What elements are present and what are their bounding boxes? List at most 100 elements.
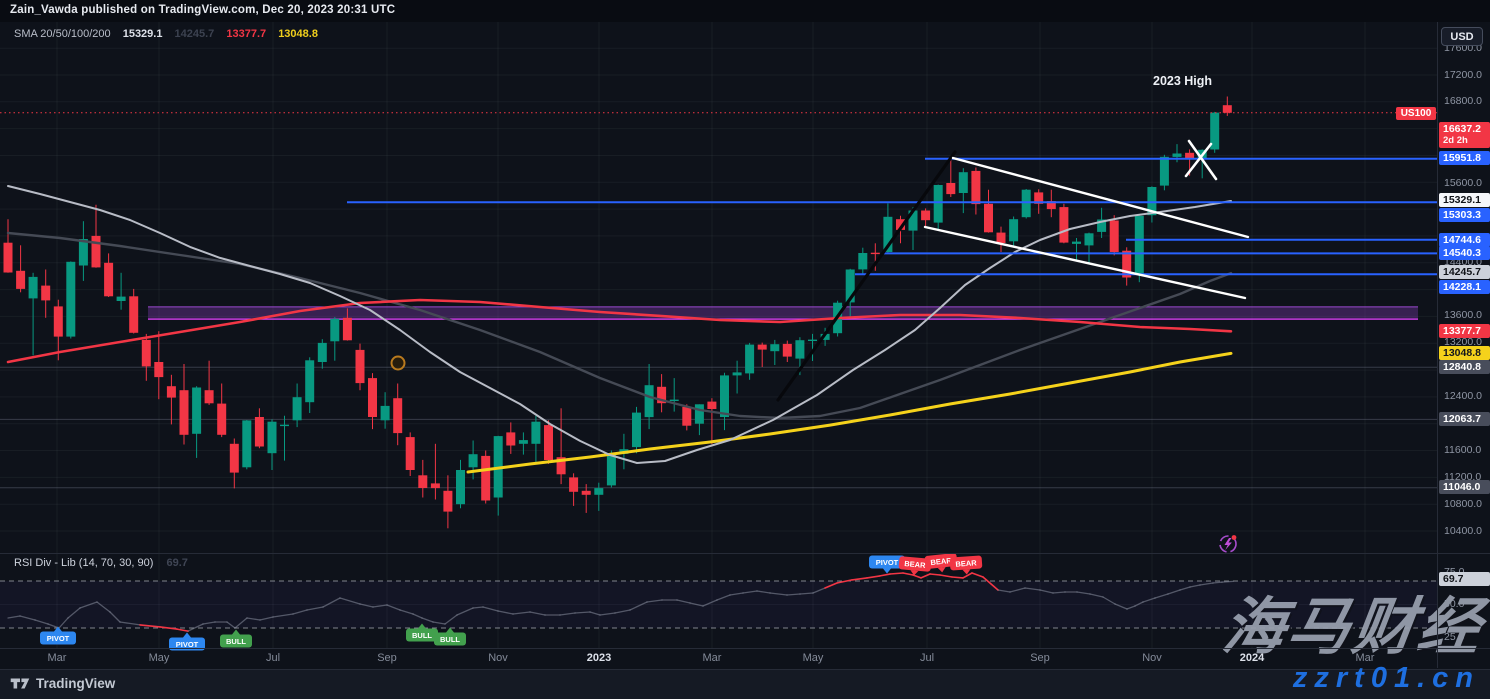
price-axis[interactable]: 17600.0 17200.0 16800.0 15600.0 14400.0 13600… bbox=[1437, 22, 1490, 668]
candle-body bbox=[443, 490, 453, 512]
candle-body bbox=[3, 242, 13, 273]
white-channel-upper[interactable] bbox=[951, 156, 1250, 239]
bar-countdown: 2d 2h bbox=[1443, 135, 1468, 146]
time-axis-label: Nov bbox=[488, 652, 508, 664]
candle-body bbox=[1084, 233, 1094, 246]
sma-legend[interactable]: SMA 20/50/100/200 15329.1 14245.7 13377.… bbox=[14, 28, 327, 40]
price-axis-badge: 15329.1 bbox=[1439, 193, 1490, 207]
sma-legend-label: SMA 20/50/100/200 bbox=[14, 28, 111, 40]
candle-body bbox=[204, 390, 214, 404]
bull-badge: BULL bbox=[406, 623, 438, 642]
rsi-legend[interactable]: RSI Div - Lib (14, 70, 30, 90) 69.7 bbox=[14, 557, 188, 569]
sma50-line[interactable] bbox=[6, 231, 1233, 420]
price-axis-badge: 11046.0 bbox=[1439, 480, 1490, 494]
footer-bar: TradingView bbox=[0, 669, 1490, 699]
price-axis-tick: 17200.0 bbox=[1444, 69, 1482, 81]
candle-body bbox=[217, 403, 227, 435]
candle-body bbox=[1222, 105, 1232, 113]
candle-body bbox=[1134, 215, 1144, 275]
black-ascending[interactable] bbox=[776, 150, 957, 402]
time-axis-label: Sep bbox=[377, 652, 397, 664]
gridlines bbox=[0, 22, 1437, 648]
sma50-value: 14245.7 bbox=[174, 28, 215, 40]
candle-body bbox=[1059, 207, 1069, 243]
candle-body bbox=[506, 432, 516, 446]
candle-body bbox=[41, 285, 51, 301]
candle-body bbox=[192, 387, 202, 434]
candle-body bbox=[682, 406, 692, 426]
current-price-value: 16637.2 bbox=[1443, 123, 1481, 135]
svg-text:PIVOT: PIVOT bbox=[176, 640, 199, 649]
price-axis-tick: 12400.0 bbox=[1444, 390, 1482, 402]
price-axis-tick: 11600.0 bbox=[1444, 444, 1482, 456]
currency-button[interactable]: USD bbox=[1441, 27, 1483, 46]
x-stroke-1[interactable] bbox=[1187, 139, 1218, 181]
time-axis-label: Mar bbox=[702, 652, 722, 664]
sma20-line[interactable] bbox=[7, 185, 1232, 464]
candle-body bbox=[694, 404, 704, 424]
candle-body bbox=[342, 317, 352, 341]
svg-text:BULL: BULL bbox=[412, 631, 432, 640]
candle-body bbox=[418, 475, 428, 488]
pane-separator[interactable] bbox=[0, 553, 1490, 554]
tradingview-logo[interactable]: TradingView bbox=[10, 676, 115, 691]
svg-text:BEAR: BEAR bbox=[955, 558, 977, 569]
candle-body bbox=[544, 425, 553, 460]
candle-body bbox=[116, 296, 126, 301]
candle-body bbox=[1097, 219, 1107, 232]
sma100-value: 13377.7 bbox=[226, 28, 267, 40]
candle-body bbox=[896, 219, 905, 230]
candle-body bbox=[179, 390, 189, 435]
publish-title: Zain_Vawda published on TradingView.com,… bbox=[10, 4, 396, 16]
candle-body bbox=[958, 172, 968, 193]
candle-body bbox=[267, 421, 277, 454]
candle-body bbox=[745, 344, 755, 374]
time-axis-label: 2024 bbox=[1239, 652, 1265, 664]
time-axis-label: Sep bbox=[1030, 652, 1050, 664]
price-axis-badge: 12840.8 bbox=[1439, 360, 1490, 374]
candle-body bbox=[317, 342, 327, 362]
candle-body bbox=[632, 412, 641, 448]
bear-badge: BEAR bbox=[949, 555, 983, 575]
svg-text:PIVOT: PIVOT bbox=[47, 634, 70, 643]
candle-body bbox=[355, 349, 365, 384]
x-stroke-2[interactable] bbox=[1184, 142, 1213, 178]
candle-body bbox=[16, 270, 26, 289]
white-channel-lower[interactable] bbox=[923, 225, 1247, 300]
candle-body bbox=[166, 386, 176, 398]
price-axis-badge: 13377.7 bbox=[1439, 324, 1490, 338]
candle-body bbox=[1046, 201, 1056, 210]
candle-body bbox=[984, 203, 993, 233]
candle-body bbox=[1210, 112, 1220, 150]
candle-body bbox=[1122, 250, 1132, 278]
candle-body bbox=[870, 252, 880, 255]
svg-text:PIVOT: PIVOT bbox=[876, 558, 899, 567]
tradingview-logo-text: TradingView bbox=[36, 676, 116, 691]
candle-body bbox=[606, 454, 616, 486]
price-axis-badge: 15303.3 bbox=[1439, 208, 1490, 222]
signal-zap-icon[interactable] bbox=[1219, 535, 1237, 553]
price-axis-tick: 10800.0 bbox=[1444, 498, 1482, 510]
tradingview-logo-icon bbox=[10, 678, 30, 689]
candle-body bbox=[996, 232, 1006, 243]
sma200-line[interactable] bbox=[466, 351, 1233, 474]
sma100-line[interactable] bbox=[6, 298, 1233, 364]
svg-text:BULL: BULL bbox=[440, 635, 460, 644]
time-axis[interactable]: Mar May Jul Sep Nov 2023 Mar May Jul Sep Nov 2024 Ma… bbox=[0, 648, 1437, 668]
candle-body bbox=[141, 339, 151, 367]
candle-body bbox=[1021, 189, 1031, 218]
candle-body bbox=[53, 306, 63, 337]
price-axis-badge: 14540.3 bbox=[1439, 246, 1490, 260]
candle-body bbox=[669, 399, 679, 401]
candle-body bbox=[292, 397, 302, 421]
pane-separator-2[interactable] bbox=[0, 648, 1490, 649]
svg-text:BEAR: BEAR bbox=[930, 556, 953, 567]
circle-marker[interactable] bbox=[390, 355, 406, 371]
candle-body bbox=[229, 443, 239, 473]
time-axis-label: Jul bbox=[265, 652, 281, 664]
bull-badge: BULL bbox=[220, 629, 252, 648]
svg-text:BEAR: BEAR bbox=[904, 559, 927, 570]
